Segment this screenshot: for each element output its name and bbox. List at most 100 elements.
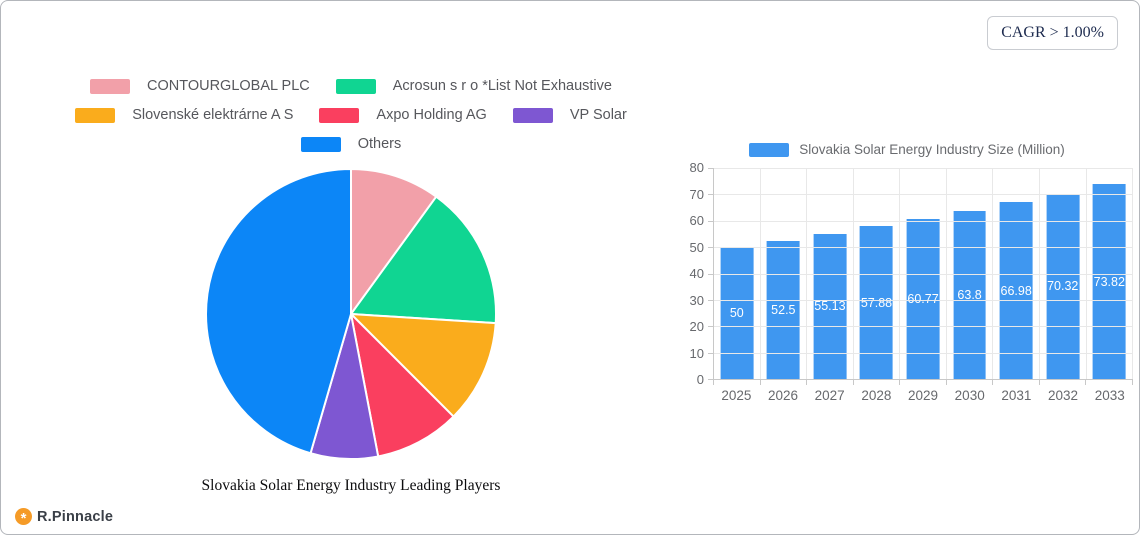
legend-item-label: VP Solar (569, 107, 627, 123)
legend-item-label: Others (357, 136, 402, 152)
legend-item-3[interactable]: Axpo Holding AG (319, 107, 487, 123)
pie-chart-title: Slovakia Solar Energy Industry Leading P… (201, 477, 501, 494)
bar-2032: 70.32 (1046, 193, 1080, 379)
x-tick-mark (759, 380, 761, 385)
plot-column: 50 52.5 55.13 57.88 60.77 63.8 66.98 70.32 73.82… (708, 168, 1134, 403)
legend-swatch (512, 107, 553, 123)
y-tick-mark (708, 326, 714, 328)
pie-svg (205, 168, 497, 460)
bar-cell: 63.8 (947, 168, 994, 379)
bar-cell: 70.32 (1040, 168, 1087, 379)
legend-item-0[interactable]: CONTOURGLOBAL PLC (90, 78, 310, 94)
bar-2026: 52.5 (766, 240, 800, 379)
x-tick-mark (852, 380, 854, 385)
x-tick-label: 2026 (767, 388, 799, 403)
bar-legend-item[interactable]: Slovakia Solar Energy Industry Size (Mil… (681, 142, 1133, 157)
bar-legend-label: Slovakia Solar Energy Industry Size (Mil… (799, 142, 1065, 157)
x-axis: 2025 2026 2027 2028 2029 2030 2031 2032 2033 (713, 388, 1133, 403)
x-tick-label: 2028 (861, 388, 892, 403)
y-tick-mark (708, 299, 714, 301)
bar-value-label: 63.8 (957, 287, 982, 302)
h-gridline (714, 299, 1133, 301)
legend-swatch (300, 136, 341, 152)
bar-value-label: 66.98 (1000, 283, 1032, 298)
y-tick-mark (708, 220, 714, 222)
x-tick-mark (992, 380, 994, 385)
bar-2029: 60.77 (906, 218, 940, 379)
bar-plot-area: 0 10 20 30 40 50 60 70 80 50 52.5 55.13 57.88 60.77 6… (681, 160, 1134, 403)
h-gridline (714, 194, 1133, 196)
pie-slice-1 (350, 195, 497, 325)
x-tick-mark (1038, 380, 1040, 385)
legend-item-5[interactable]: Others (300, 136, 402, 152)
bar-2025: 50 (720, 247, 754, 379)
legend-item-1[interactable]: Acrosun s r o *List Not Exhaustive (335, 78, 612, 94)
legend-swatch (319, 107, 360, 123)
pie-slice-3 (350, 313, 455, 458)
x-tick-mark (945, 380, 947, 385)
x-tick-label: 2030 (954, 388, 985, 403)
bar-chart-panel: Slovakia Solar Energy Industry Size (Mil… (681, 1, 1134, 403)
x-tick-label: 2025 (721, 388, 752, 403)
bar-value-label: 52.5 (771, 302, 796, 317)
bar-value-label: 73.82 (1093, 274, 1125, 289)
y-tick-mark (708, 247, 714, 249)
h-gridline (714, 273, 1133, 275)
x-tick-mark (899, 380, 901, 385)
x-tick-label: 2032 (1048, 388, 1079, 403)
x-tick-mark (1085, 380, 1087, 385)
bar-value-label: 60.77 (907, 291, 939, 306)
legend-row: Slovenské elektrárne A S Axpo Holding AG V… (75, 107, 627, 123)
pie-wrap (1, 166, 701, 462)
bar-value-label: 70.32 (1047, 279, 1079, 294)
h-gridline (714, 326, 1133, 328)
cagr-badge: CAGR > 1.00% (987, 16, 1118, 50)
bar-2031: 66.98 (999, 202, 1033, 379)
legend-item-label: Axpo Holding AG (376, 107, 487, 123)
brand-name: R.Pinnacle (37, 508, 114, 525)
x-tick-label: 2033 (1094, 388, 1125, 403)
y-tick-label: 30 (689, 292, 704, 308)
h-gridline (714, 168, 1133, 169)
y-tick-mark (708, 194, 714, 196)
legend-item-label: Acrosun s r o *List Not Exhaustive (392, 78, 612, 94)
legend-item-label: CONTOURGLOBAL PLC (147, 78, 310, 94)
legend-swatch (90, 78, 130, 94)
x-tick-label: 2029 (908, 388, 939, 403)
y-tick-label: 80 (689, 160, 704, 175)
bar-2033: 73.82 (1092, 184, 1126, 379)
legend-item-4[interactable]: VP Solar (512, 107, 627, 123)
y-tick-label: 50 (689, 239, 704, 255)
y-tick-label: 70 (689, 186, 704, 202)
bar-cell: 50 (714, 168, 761, 379)
y-tick-mark (708, 352, 714, 354)
bar-2027: 55.13 (813, 233, 847, 379)
legend-item-2[interactable]: Slovenské elektrárne A S (75, 107, 293, 123)
y-tick-mark (708, 379, 714, 380)
bar-cell: 55.13 (807, 168, 854, 379)
x-tick-mark (713, 380, 714, 385)
y-tick-label: 40 (689, 266, 704, 281)
legend-swatch (335, 78, 376, 94)
legend-row: Others (300, 136, 402, 152)
bar-cell: 66.98 (993, 168, 1040, 379)
y-tick-label: 0 (696, 372, 704, 387)
legend-item-label: Slovenské elektrárne A S (132, 107, 294, 123)
brand-logo-icon: * (15, 508, 32, 526)
brand-logo: * R.Pinnacle (15, 508, 114, 526)
h-gridline (714, 220, 1133, 222)
legend-swatch (75, 107, 116, 123)
pie-chart-panel: CONTOURGLOBAL PLC Acrosun s r o *List Not… (1, 1, 701, 534)
h-gridline (714, 247, 1133, 249)
x-tick-mark (1132, 380, 1133, 385)
y-tick-label: 10 (689, 345, 704, 361)
bar-2030: 63.8 (953, 210, 986, 379)
bar-value-label: 57.88 (860, 295, 893, 310)
bar-legend-swatch (749, 142, 790, 157)
pie-slice-0 (350, 168, 438, 315)
y-tick-label: 20 (689, 319, 704, 334)
pie-slice-2 (350, 313, 497, 418)
pie-legend: CONTOURGLOBAL PLC Acrosun s r o *List Not… (1, 1, 701, 152)
legend-row: CONTOURGLOBAL PLC Acrosun s r o *List Not… (90, 78, 612, 94)
